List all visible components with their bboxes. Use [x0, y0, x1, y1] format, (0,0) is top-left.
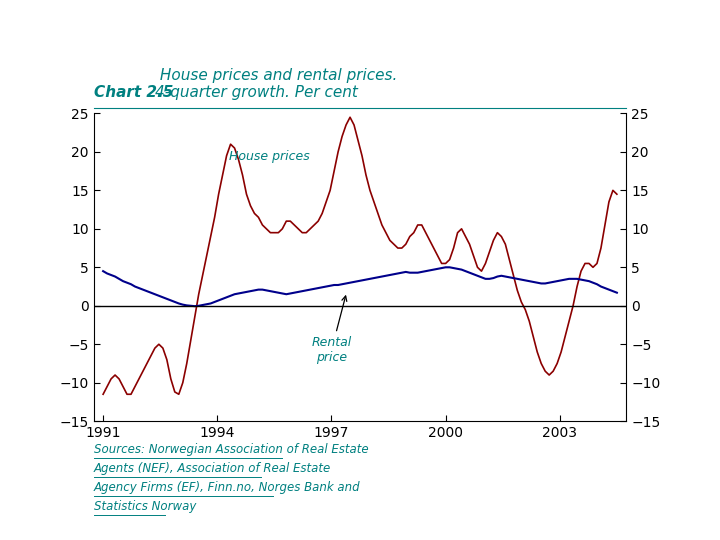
Text: Chart 2.5: Chart 2.5: [94, 85, 173, 100]
Text: Agents (NEF), Association of Real Estate: Agents (NEF), Association of Real Estate: [94, 462, 331, 475]
Text: House prices: House prices: [229, 150, 310, 163]
Text: Statistics Norway: Statistics Norway: [94, 500, 196, 513]
Text: House prices and rental prices.
4-quarter growth. Per cent: House prices and rental prices. 4-quarte…: [155, 68, 397, 100]
Text: Agency Firms (EF), Finn.no, Norges Bank and: Agency Firms (EF), Finn.no, Norges Bank …: [94, 481, 360, 494]
Text: Sources: Norwegian Association of Real Estate: Sources: Norwegian Association of Real E…: [94, 443, 368, 456]
Text: Rental
price: Rental price: [311, 296, 351, 364]
